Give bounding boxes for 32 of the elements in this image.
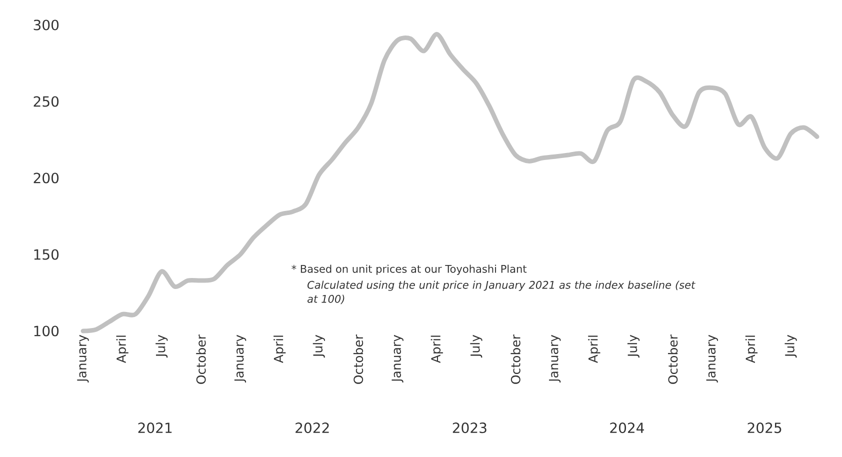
text: 2024	[610, 422, 644, 434]
x-tick-label: October	[510, 334, 520, 384]
x-tick-label: January	[234, 334, 246, 383]
x-tick-label: July	[784, 334, 797, 358]
annotation: * Based on unit prices at our Toyohashi Plant	[292, 264, 527, 275]
text: 2021	[138, 422, 172, 434]
x-tick-label: April	[274, 336, 286, 363]
x-tick-label: October	[196, 334, 206, 384]
annotation: Calculated using the unit price in January 2021 as the index baseline (set at 100)	[308, 280, 696, 304]
y-tick-label: 100	[34, 326, 59, 336]
x-tick-label: April	[588, 336, 600, 363]
y-tick-label: 150	[34, 249, 59, 260]
text: 2023	[452, 422, 486, 434]
x-tick-label: July	[156, 334, 168, 358]
x-tick-label: April	[116, 336, 128, 363]
x-tick-label: October	[353, 334, 364, 384]
x-tick-label: January	[392, 334, 404, 383]
y-tick-label: 300	[34, 20, 59, 30]
y-tick-label: 200	[34, 172, 59, 184]
text: 2022	[296, 422, 329, 434]
x-tick-label: October	[668, 334, 678, 384]
text: 2025	[748, 422, 782, 434]
x-tick-label: July	[470, 334, 482, 358]
x-tick-label: July	[627, 334, 640, 358]
line-series	[80, 32, 820, 334]
x-tick-label: July	[312, 334, 325, 358]
x-tick-label: January	[549, 334, 561, 383]
y-tick-label: 250	[34, 96, 59, 107]
x-tick-label: April	[430, 336, 443, 363]
x-tick-label: January	[77, 334, 89, 383]
x-tick-label: January	[706, 334, 718, 383]
x-tick-label: April	[745, 336, 758, 363]
